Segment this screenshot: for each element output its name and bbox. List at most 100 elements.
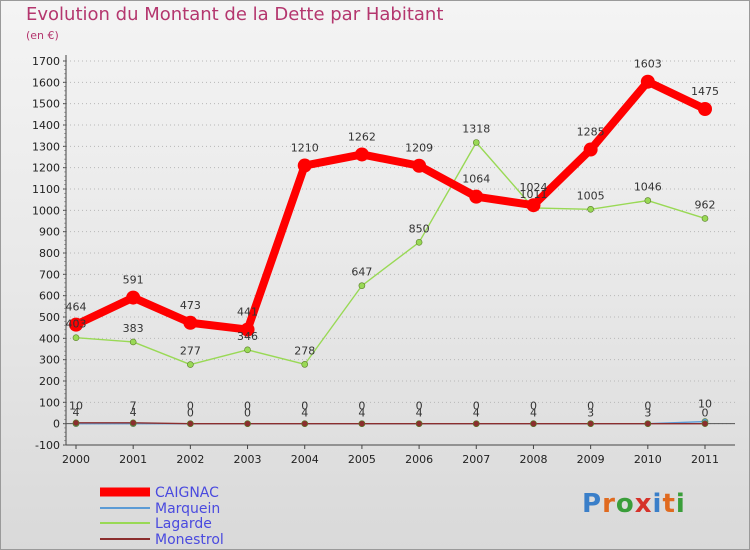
data-point — [187, 420, 194, 427]
y-tick-label: -100 — [35, 439, 60, 452]
y-tick-label: 1200 — [32, 162, 60, 175]
y-tick-label: 100 — [39, 396, 60, 409]
data-label-caignac: 1262 — [348, 130, 376, 143]
y-tick-label: 1300 — [32, 140, 60, 153]
legend-label: Marquein — [155, 501, 220, 517]
data-label-caignac: 1209 — [405, 142, 433, 155]
data-label-monestrol: 3 — [644, 407, 651, 420]
data-label-lagarde: 647 — [351, 266, 372, 279]
data-label-monestrol: 4 — [416, 407, 423, 420]
data-label-monestrol: 4 — [530, 407, 537, 420]
y-tick-label: 500 — [39, 311, 60, 324]
data-point — [244, 420, 251, 427]
gridlines — [66, 60, 735, 446]
data-point — [354, 147, 369, 162]
data-point — [72, 419, 80, 427]
data-point — [412, 158, 427, 173]
data-point — [126, 290, 141, 305]
y-tick-label: 1700 — [32, 55, 60, 68]
data-label-marquein: 0 — [358, 400, 365, 413]
y-tick-label: 800 — [39, 247, 60, 260]
series-line-lagarde — [75, 141, 706, 366]
data-label-caignac: 441 — [237, 306, 258, 319]
data-point — [72, 334, 80, 341]
data-point — [244, 346, 251, 354]
data-point — [644, 197, 652, 204]
data-label-marquein: 10 — [69, 400, 83, 413]
logo-letter: i — [652, 489, 663, 519]
data-label-lagarde: 277 — [180, 345, 201, 358]
x-tick-label: 2001 — [119, 453, 147, 466]
data-label-marquein: 0 — [587, 400, 594, 413]
logo-letter: t — [662, 489, 676, 519]
data-label-lagarde: 1046 — [634, 181, 662, 194]
series-line-monestrol — [75, 422, 706, 425]
data-label-caignac: 464 — [66, 301, 87, 314]
y-tick-label: 1000 — [32, 204, 60, 217]
data-label-marquein: 0 — [187, 400, 194, 413]
x-tick-label: 2004 — [291, 453, 319, 466]
y-tick-label: 1400 — [32, 119, 60, 132]
data-point — [240, 322, 255, 337]
x-tick-label: 2000 — [62, 453, 90, 466]
data-label-lagarde: 346 — [237, 330, 258, 343]
x-tick-label: 2002 — [176, 453, 204, 466]
y-tick-label: 200 — [39, 375, 60, 388]
data-label-marquein: 0 — [530, 400, 537, 413]
data-point — [526, 198, 541, 213]
data-point — [701, 420, 709, 427]
x-tick-label: 2006 — [405, 453, 433, 466]
x-tick-label: 2003 — [234, 453, 262, 466]
data-label-monestrol: 4 — [473, 407, 480, 420]
y-tick-label: 0 — [53, 418, 60, 431]
logo-letter: P — [582, 489, 603, 519]
x-tick-label: 2011 — [691, 453, 719, 466]
data-point — [587, 420, 594, 427]
legend-label: Monestrol — [155, 532, 224, 548]
data-point — [301, 420, 309, 427]
data-label-marquein: 10 — [698, 398, 712, 411]
data-label-caignac: 1603 — [634, 58, 662, 71]
data-label-caignac: 1024 — [519, 181, 547, 194]
data-point — [183, 315, 198, 330]
data-label-monestrol: 0 — [702, 407, 709, 420]
data-label-monestrol: 0 — [244, 407, 251, 420]
proxiti-logo: Proxiti — [582, 489, 686, 519]
data-label-caignac: 1210 — [291, 142, 319, 155]
logo-letter: o — [615, 489, 635, 519]
data-point — [69, 317, 83, 332]
series-line-caignac — [72, 77, 709, 334]
chart-subtitle: (en €) — [26, 29, 59, 42]
legend-label: Lagarde — [155, 516, 212, 532]
data-point — [583, 142, 598, 157]
y-tick-label: 900 — [39, 226, 60, 239]
data-label-lagarde: 1005 — [577, 189, 605, 202]
y-tick-label: 600 — [39, 290, 60, 303]
logo-letter: r — [602, 489, 616, 519]
y-tick-label: 300 — [39, 354, 60, 367]
data-label-marquein: 0 — [473, 400, 480, 413]
data-point — [698, 102, 712, 116]
data-point — [415, 239, 423, 246]
series-lines — [69, 74, 712, 427]
axes: -100010020030040050060070080090010001100… — [32, 55, 735, 466]
data-point — [530, 420, 537, 427]
data-label-marquein: 7 — [130, 400, 137, 413]
x-tick-label: 2008 — [519, 453, 547, 466]
data-label-lagarde: 850 — [409, 222, 430, 235]
data-point — [129, 419, 137, 427]
data-label-monestrol: 4 — [130, 406, 137, 419]
data-point — [129, 338, 137, 346]
data-point — [358, 420, 366, 427]
data-point — [301, 361, 309, 368]
data-label-marquein: 0 — [644, 400, 651, 413]
logo-letter: i — [675, 489, 686, 519]
x-tick-label: 2010 — [634, 453, 662, 466]
data-label-monestrol: 4 — [73, 406, 80, 419]
data-label-lagarde: 383 — [123, 322, 144, 335]
data-label-lagarde: 278 — [294, 344, 315, 357]
data-label-lagarde: 403 — [66, 318, 87, 331]
data-label-monestrol: 4 — [301, 407, 308, 420]
data-point — [187, 361, 194, 368]
